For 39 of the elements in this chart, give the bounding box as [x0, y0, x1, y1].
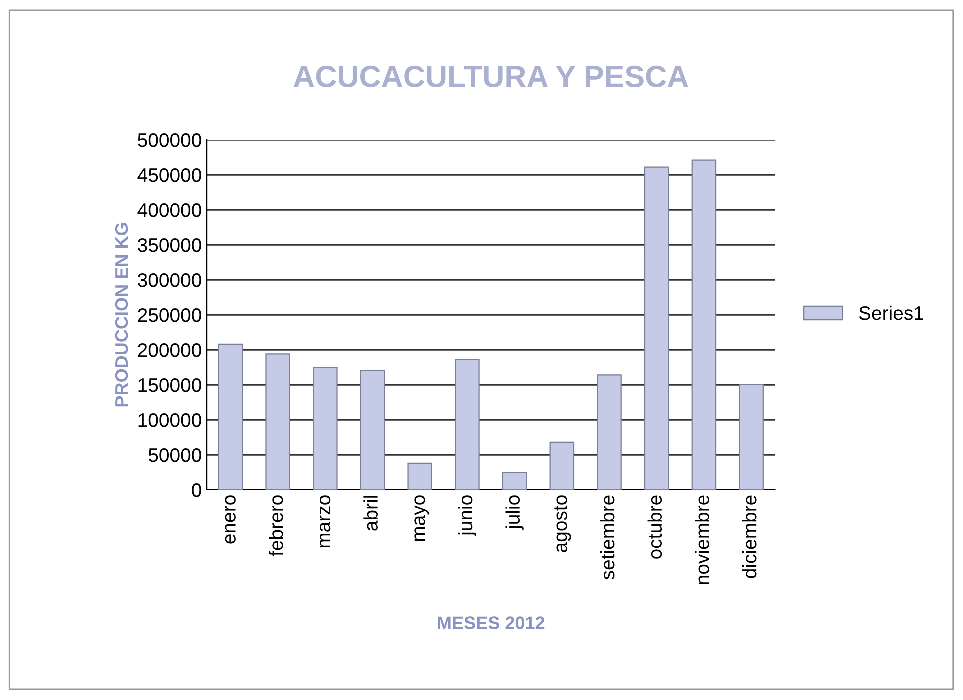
y-tick-label: 250000 — [138, 308, 202, 322]
x-axis-title: MESES 2012 — [438, 616, 545, 630]
y-tick-label: 0 — [192, 483, 202, 498]
bar — [739, 384, 764, 490]
x-tick-label: mayo — [414, 496, 430, 542]
x-tick-label: setiembre — [600, 496, 615, 580]
bar — [550, 442, 575, 490]
legend-label: Series1 — [859, 306, 924, 320]
x-tick-label: marzo — [320, 496, 331, 548]
bar — [266, 354, 290, 490]
y-tick-label: 300000 — [138, 273, 202, 288]
x-tick-label: junio — [458, 496, 477, 536]
bar — [644, 166, 670, 490]
y-tick-label: 450000 — [138, 168, 202, 182]
y-tick-label: 500000 — [138, 133, 202, 148]
x-tick-label: julio — [506, 496, 524, 530]
y-tick-label: 100000 — [138, 413, 202, 428]
x-tick-label: diciembre — [742, 496, 757, 578]
y-tick-label: 200000 — [138, 343, 202, 358]
x-tick-label: abril — [364, 496, 378, 531]
chart-title: ACUCACULTURA Y PESCA — [294, 66, 688, 88]
bar — [313, 366, 338, 490]
bar — [455, 359, 480, 490]
bar — [692, 160, 717, 490]
x-tick-label: agosto — [554, 496, 572, 552]
bar — [597, 374, 622, 490]
y-tick-label: 150000 — [138, 378, 202, 392]
y-tick-label: 350000 — [138, 238, 202, 252]
x-tick-label: febrero — [269, 496, 284, 556]
y-axis-title: PRODUCCION EN KG — [115, 223, 128, 407]
bar — [360, 370, 386, 490]
y-tick-label: 50000 — [148, 448, 202, 462]
x-tick-label: enero — [225, 496, 236, 544]
bar — [218, 344, 244, 490]
bar — [408, 462, 432, 490]
y-tick-label: 400000 — [138, 203, 202, 218]
x-tick-label: octubre — [648, 496, 662, 559]
bar — [502, 472, 528, 490]
x-tick-label: noviembre — [695, 496, 710, 584]
